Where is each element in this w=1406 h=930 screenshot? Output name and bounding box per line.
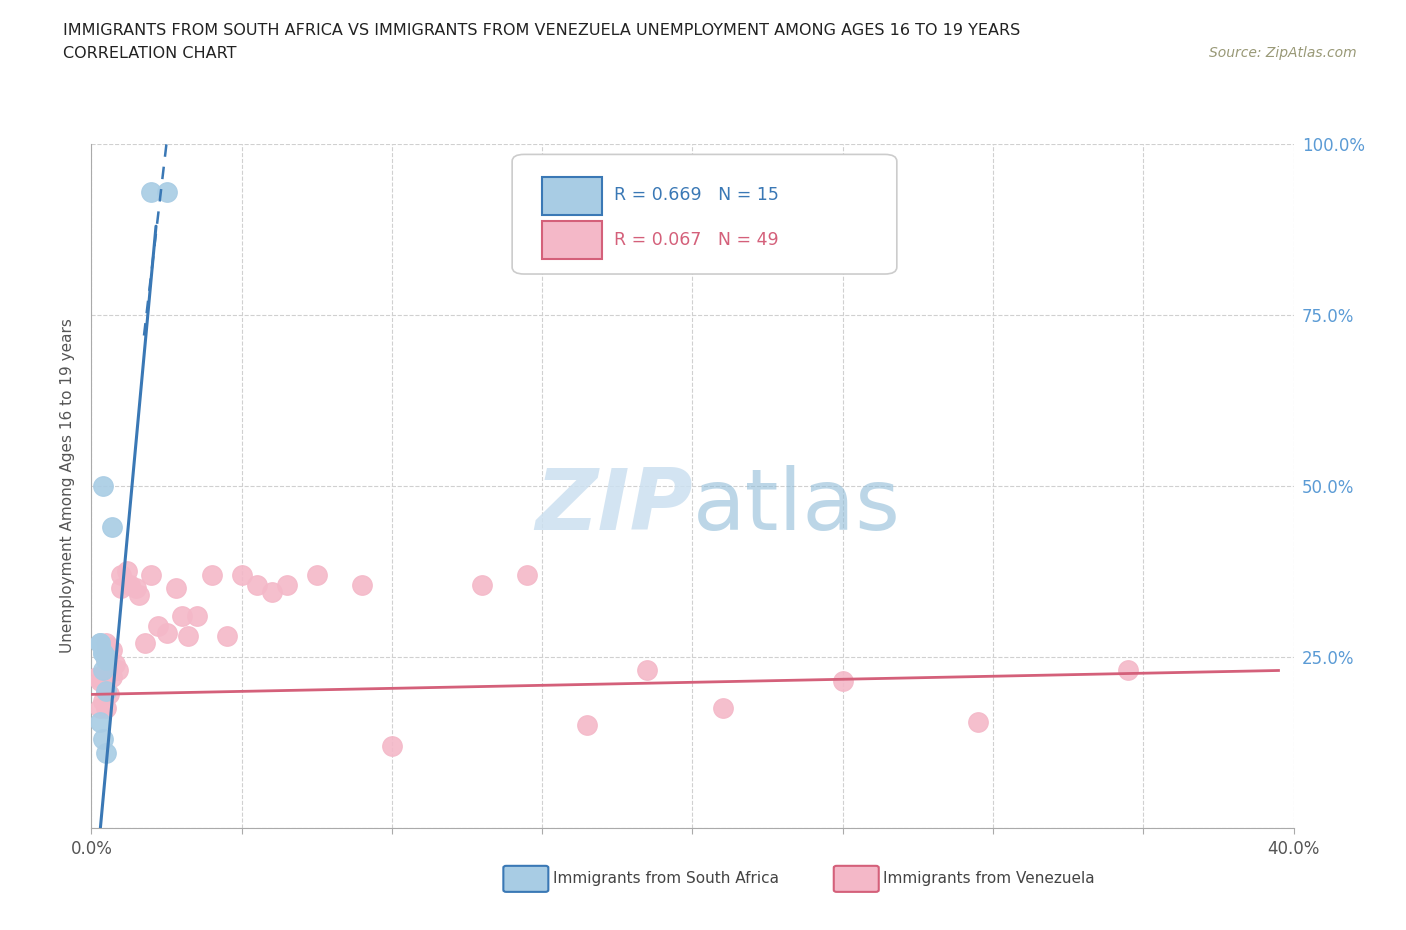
- Point: [165, 581, 187, 596]
- Point: [96, 649, 118, 664]
- Point: [155, 184, 177, 199]
- Text: IMMIGRANTS FROM SOUTH AFRICA VS IMMIGRANTS FROM VENEZUELA UNEMPLOYMENT AMONG AGE: IMMIGRANTS FROM SOUTH AFRICA VS IMMIGRAN…: [63, 23, 1021, 38]
- Point: [96, 700, 118, 715]
- Point: [107, 663, 129, 678]
- Point: [246, 578, 269, 592]
- Point: [96, 653, 118, 668]
- Point: [101, 643, 124, 658]
- Point: [93, 663, 115, 678]
- Point: [89, 700, 111, 715]
- Text: Immigrants from Venezuela: Immigrants from Venezuela: [883, 871, 1095, 886]
- Point: [93, 646, 115, 661]
- Point: [711, 700, 734, 715]
- Point: [117, 564, 139, 578]
- Point: [125, 581, 148, 596]
- Point: [381, 738, 404, 753]
- Bar: [543, 221, 602, 259]
- Point: [89, 636, 111, 651]
- Point: [141, 184, 163, 199]
- Point: [93, 731, 115, 746]
- Point: [350, 578, 373, 592]
- Point: [98, 659, 121, 674]
- Point: [186, 608, 208, 623]
- FancyBboxPatch shape: [512, 154, 897, 274]
- Text: Immigrants from South Africa: Immigrants from South Africa: [553, 871, 779, 886]
- Text: atlas: atlas: [692, 465, 900, 548]
- Y-axis label: Unemployment Among Ages 16 to 19 years: Unemployment Among Ages 16 to 19 years: [60, 318, 76, 654]
- Point: [516, 567, 538, 582]
- Point: [98, 639, 121, 654]
- Point: [96, 745, 118, 760]
- Point: [101, 520, 124, 535]
- Text: R = 0.067   N = 49: R = 0.067 N = 49: [614, 231, 779, 249]
- Text: CORRELATION CHART: CORRELATION CHART: [63, 46, 236, 61]
- Point: [276, 578, 298, 592]
- Point: [96, 653, 118, 668]
- Point: [1116, 663, 1139, 678]
- Text: Source: ZipAtlas.com: Source: ZipAtlas.com: [1209, 46, 1357, 60]
- Point: [120, 578, 142, 592]
- Point: [128, 588, 150, 603]
- Point: [231, 567, 253, 582]
- Point: [576, 718, 599, 733]
- Point: [89, 636, 111, 651]
- Point: [96, 684, 118, 698]
- Point: [831, 673, 853, 688]
- Point: [141, 567, 163, 582]
- Text: R = 0.669   N = 15: R = 0.669 N = 15: [614, 186, 779, 205]
- Point: [96, 646, 118, 661]
- Text: ZIP: ZIP: [534, 465, 692, 548]
- Point: [93, 479, 115, 494]
- Point: [155, 626, 177, 641]
- Point: [201, 567, 224, 582]
- Point: [101, 670, 124, 684]
- Point: [967, 714, 990, 729]
- Point: [96, 670, 118, 684]
- Point: [96, 636, 118, 651]
- Point: [98, 687, 121, 702]
- Point: [260, 584, 283, 599]
- Point: [170, 608, 193, 623]
- Point: [110, 581, 132, 596]
- Point: [104, 657, 127, 671]
- Point: [93, 667, 115, 682]
- Point: [96, 684, 118, 698]
- Point: [305, 567, 328, 582]
- Point: [176, 629, 198, 644]
- Point: [134, 636, 156, 651]
- Point: [215, 629, 238, 644]
- Point: [110, 567, 132, 582]
- Bar: [543, 177, 602, 215]
- Point: [471, 578, 494, 592]
- Point: [636, 663, 658, 678]
- Point: [86, 670, 108, 684]
- Point: [146, 618, 169, 633]
- Point: [93, 646, 115, 661]
- Point: [93, 694, 115, 709]
- Point: [89, 714, 111, 729]
- Point: [89, 673, 111, 688]
